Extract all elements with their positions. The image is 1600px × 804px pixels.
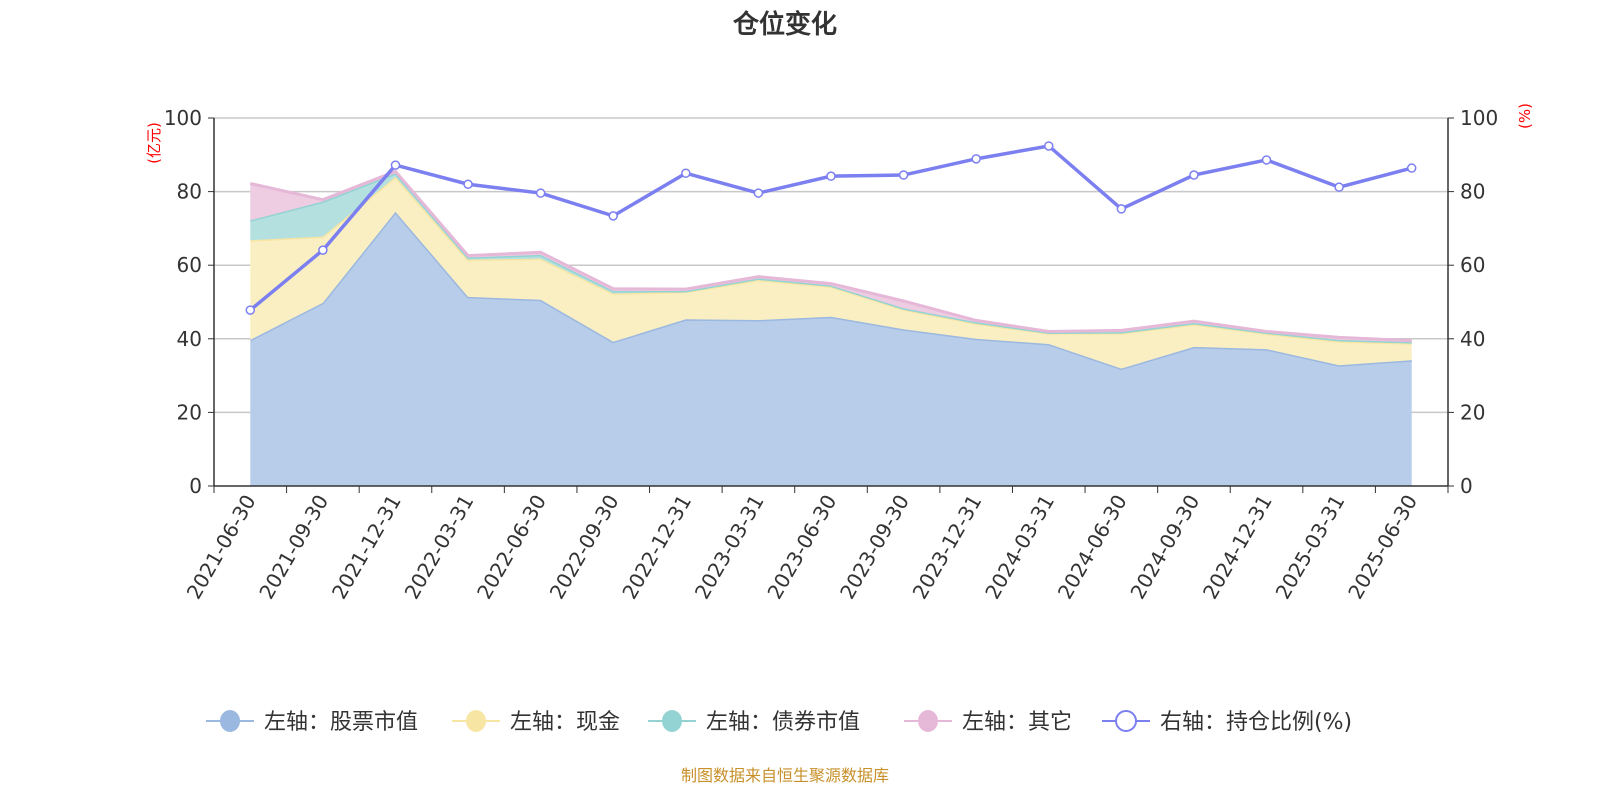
ratio-point xyxy=(318,245,328,255)
right-axis-tick-label: 0 xyxy=(1460,474,1473,498)
right-axis-tick-label: 20 xyxy=(1460,400,1485,424)
ratio-point xyxy=(1189,170,1199,180)
right-axis-tick-label: 80 xyxy=(1460,180,1485,204)
left-axis-tick-label: 60 xyxy=(177,253,202,277)
right-axis-tick-label: 100 xyxy=(1460,106,1498,130)
legend-label: 左轴：股票市值 xyxy=(264,710,418,735)
left-axis-tick-label: 80 xyxy=(177,180,202,204)
x-axis-tick-label: 2022-03-31 xyxy=(399,491,478,604)
ratio-point xyxy=(681,168,691,178)
ratio-point xyxy=(463,179,473,189)
legend-circle-icon xyxy=(662,710,682,732)
left-axis-tick-label: 40 xyxy=(177,327,202,351)
data-source-footer: 制图数据来自恒生聚源数据库 xyxy=(681,766,889,785)
x-axis-tick-label: 2023-06-30 xyxy=(762,491,841,604)
right-axis-unit: (%) xyxy=(1516,103,1534,129)
legend-item[interactable]: 左轴：股票市值 xyxy=(206,710,418,735)
ratio-point xyxy=(535,188,546,198)
left-axis-unit: (亿元) xyxy=(145,122,163,164)
area-左轴：其它 xyxy=(250,171,1412,343)
legend-circle-icon xyxy=(466,710,486,732)
ratio-point xyxy=(245,305,256,315)
legend-label: 左轴：债券市值 xyxy=(706,710,860,735)
area-左轴：股票市值 xyxy=(250,211,1412,486)
x-axis-tick-label: 2024-09-30 xyxy=(1125,491,1204,604)
x-axis-tick-label: 2021-06-30 xyxy=(182,491,261,604)
x-axis-tick-label: 2024-03-31 xyxy=(980,491,1059,604)
legend-item[interactable]: 右轴：持仓比例(%) xyxy=(1102,710,1352,735)
x-axis-tick-label: 2023-12-31 xyxy=(908,491,987,604)
right-axis-tick-label: 60 xyxy=(1460,253,1485,277)
ratio-point xyxy=(826,171,836,181)
x-axis-tick-label: 2023-03-31 xyxy=(690,491,769,604)
legend-circle-icon xyxy=(220,710,240,732)
x-axis-tick-label: 2025-03-31 xyxy=(1271,491,1350,604)
x-axis-tick-label: 2021-09-30 xyxy=(254,491,333,604)
x-axis-tick-label: 2021-12-31 xyxy=(327,491,406,604)
legend-circle-icon xyxy=(918,710,938,732)
x-axis-tick-label: 2022-09-30 xyxy=(545,491,624,604)
ratio-point xyxy=(1334,182,1344,192)
x-axis-tick-label: 2023-09-30 xyxy=(835,491,914,604)
ratio-point xyxy=(898,170,909,180)
ratio-point xyxy=(608,211,618,221)
legend-circle-icon xyxy=(1115,710,1137,732)
legend-label: 左轴：其它 xyxy=(962,710,1072,735)
ratio-point xyxy=(390,160,401,170)
legend-label: 左轴：现金 xyxy=(510,710,620,735)
legend-item[interactable]: 左轴：债券市值 xyxy=(648,710,860,735)
left-axis-tick-label: 0 xyxy=(189,474,202,498)
chart-title: 仓位变化 xyxy=(732,9,837,40)
ratio-point xyxy=(1261,155,1272,165)
x-axis-tick-label: 2022-12-31 xyxy=(617,491,696,604)
left-axis-tick-label: 100 xyxy=(164,106,202,130)
ratio-point xyxy=(971,154,981,164)
area-左轴：现金 xyxy=(250,176,1412,369)
ratio-point xyxy=(1406,163,1417,173)
x-axis-tick-label: 2024-06-30 xyxy=(1053,491,1132,604)
x-axis-tick-label: 2024-12-31 xyxy=(1198,491,1277,604)
legend-item[interactable]: 左轴：现金 xyxy=(452,710,620,735)
legend-label: 右轴：持仓比例(%) xyxy=(1160,710,1352,735)
left-axis-tick-label: 20 xyxy=(177,400,202,424)
x-axis-tick-label: 2025-06-30 xyxy=(1343,491,1422,604)
ratio-point xyxy=(1116,204,1127,214)
ratio-point xyxy=(753,188,764,198)
legend-item[interactable]: 左轴：其它 xyxy=(904,710,1072,735)
x-axis-tick-label: 2022-06-30 xyxy=(472,491,551,604)
area-edge-左轴：其它 xyxy=(249,169,1412,343)
ratio-point xyxy=(1044,141,1054,151)
right-axis-tick-label: 40 xyxy=(1460,327,1485,351)
